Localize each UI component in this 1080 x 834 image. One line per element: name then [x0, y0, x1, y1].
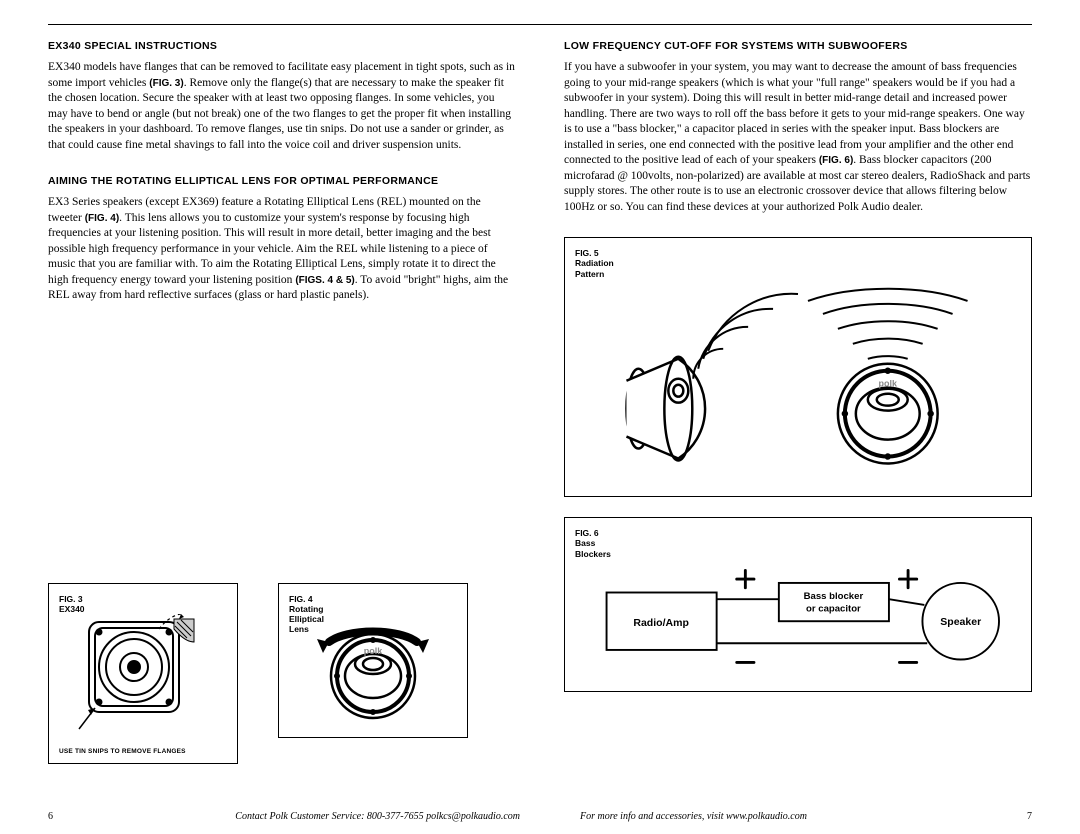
figure-row-left: FIG. 3 EX340: [48, 583, 516, 764]
figure-5: FIG. 5 Radiation Pattern: [564, 237, 1032, 497]
fig6-svg: Radio/Amp Bass blocker or capacitor Spea…: [575, 559, 1021, 683]
figure-4: FIG. 4 Rotating Elliptical Lens: [278, 583, 468, 739]
footer-right: For more info and accessories, visit www…: [580, 811, 1032, 822]
fig-ref: (FIGS. 4 & 5): [295, 275, 354, 286]
para-rel: EX3 Series speakers (except EX369) featu…: [48, 195, 516, 304]
footer-left: 6 Contact Polk Customer Service: 800-377…: [48, 811, 520, 822]
page-rule: [48, 24, 1032, 25]
right-column: LOW FREQUENCY CUT-OFF FOR SYSTEMS WITH S…: [564, 40, 1032, 804]
fig6-blocker-label1: Bass blocker: [804, 591, 864, 602]
fig6-blocker-label2: or capacitor: [806, 603, 861, 614]
fig5-label2: Radiation: [575, 258, 1021, 268]
para-ex340: EX340 models have flanges that can be re…: [48, 60, 516, 153]
fig5-label1: FIG. 5: [575, 248, 1021, 258]
fig3-label2: EX340: [59, 604, 227, 614]
figure-6: FIG. 6 Bass Blockers: [564, 517, 1032, 692]
page-num-right: 7: [1027, 811, 1032, 822]
heading-lowfreq: LOW FREQUENCY CUT-OFF FOR SYSTEMS WITH S…: [564, 40, 1032, 52]
fig6-speaker-label: Speaker: [940, 616, 981, 628]
para-lowfreq: If you have a subwoofer in your system, …: [564, 60, 1032, 215]
left-column: EX340 SPECIAL INSTRUCTIONS EX340 models …: [48, 40, 516, 804]
fig4-svg: polk: [289, 594, 457, 729]
svg-text:polk: polk: [364, 646, 383, 656]
footer-text-right: For more info and accessories, visit www…: [580, 811, 807, 822]
fig5-label3: Pattern: [575, 269, 1021, 279]
page-num-left: 6: [48, 811, 53, 822]
text: If you have a subwoofer in your system, …: [564, 61, 1025, 166]
fig5-svg: polk: [575, 279, 1021, 488]
fig6-label3: Blockers: [575, 549, 1021, 559]
fig3-label1: FIG. 3: [59, 594, 227, 604]
fig-ref: (FIG. 4): [85, 213, 119, 224]
figure-3: FIG. 3 EX340: [48, 583, 238, 764]
fig6-label1: FIG. 6: [575, 528, 1021, 538]
fig3-caption: USE TIN SNIPS TO REMOVE FLANGES: [59, 748, 227, 755]
footer-text-left: Contact Polk Customer Service: 800-377-7…: [235, 811, 520, 822]
fig6-radio-label: Radio/Amp: [633, 617, 689, 629]
heading-rel: AIMING THE ROTATING ELLIPTICAL LENS FOR …: [48, 175, 516, 187]
fig3-svg: [59, 614, 227, 744]
svg-text:polk: polk: [879, 378, 897, 388]
fig-ref: (FIG. 3): [149, 78, 183, 89]
fig-ref: (FIG. 6): [819, 155, 853, 166]
heading-ex340: EX340 SPECIAL INSTRUCTIONS: [48, 40, 516, 52]
fig6-label2: Bass: [575, 538, 1021, 548]
